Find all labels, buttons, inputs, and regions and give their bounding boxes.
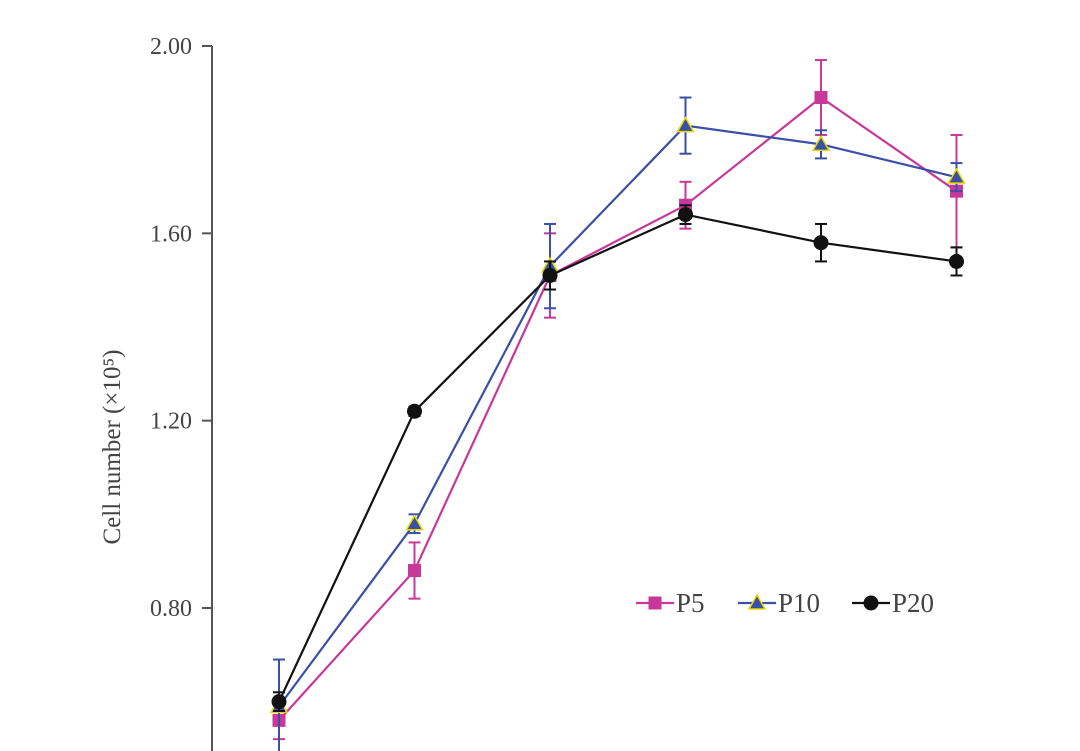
y-tick-label: 0.80 — [150, 596, 192, 622]
legend-marker — [863, 595, 879, 611]
data-point — [813, 235, 829, 251]
data-point — [947, 167, 966, 184]
legend-item-p20: P20 — [852, 588, 934, 618]
chart-axes: 2.00 1.60 1.20 0.80 — [150, 34, 213, 751]
y-tick-label: 2.00 — [150, 34, 192, 60]
series-p5 — [272, 59, 963, 741]
data-point — [407, 403, 422, 419]
data-point — [814, 91, 828, 105]
data-point — [542, 267, 558, 283]
y-tick-label: 1.60 — [150, 221, 192, 247]
data-point — [949, 253, 964, 269]
series-layer — [269, 59, 966, 751]
series-p20 — [271, 204, 964, 713]
legend-label-p10: P10 — [778, 588, 820, 618]
data-point — [271, 694, 287, 710]
series-line-p20 — [278, 213, 957, 703]
legend-item-p10: P10 — [738, 588, 820, 618]
legend-item-p5: P5 — [636, 588, 705, 618]
legend: P5 P10 P20 — [636, 588, 934, 618]
y-axis-title: Cell number (×10⁵) — [99, 350, 126, 545]
series-p10 — [269, 96, 966, 751]
series-line-p5 — [278, 96, 958, 722]
legend-marker — [747, 593, 767, 610]
legend-label-p20: P20 — [892, 588, 934, 618]
legend-marker — [648, 596, 662, 610]
series-line-p10 — [278, 124, 957, 708]
legend-label-p5: P5 — [676, 588, 705, 618]
data-point — [408, 564, 421, 578]
data-point — [405, 514, 424, 531]
data-point — [811, 134, 831, 152]
data-point — [678, 207, 693, 223]
data-point — [676, 116, 695, 133]
y-tick-label: 1.20 — [150, 409, 192, 435]
